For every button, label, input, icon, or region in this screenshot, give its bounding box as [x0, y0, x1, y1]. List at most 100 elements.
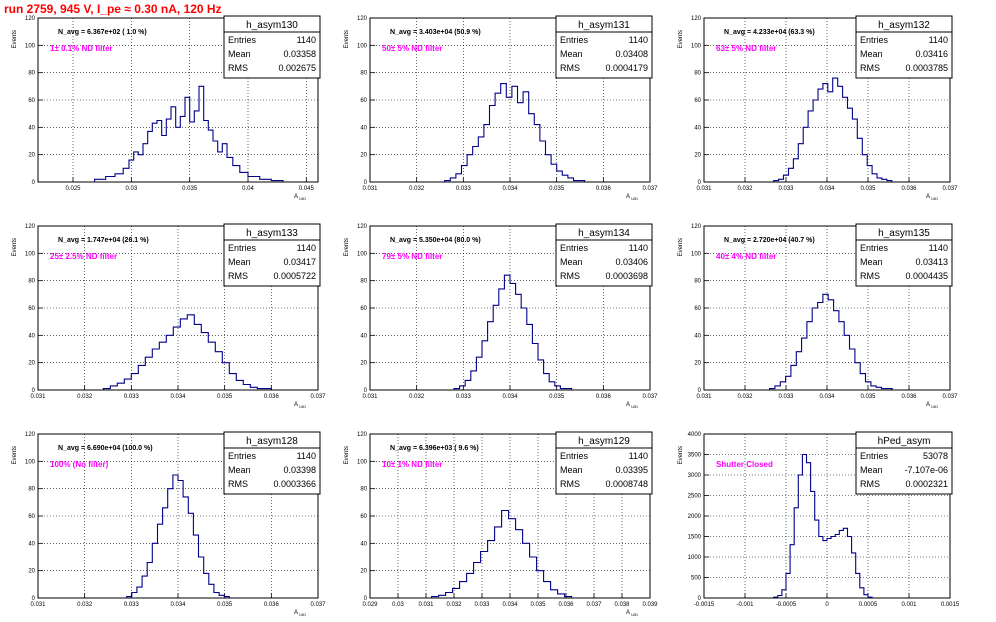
- filter-note: 100% (No filter): [50, 460, 109, 469]
- y-axis-label: Events: [12, 238, 18, 256]
- x-tick-label: 0.031: [362, 186, 378, 192]
- x-axis-label-main: A: [626, 402, 630, 408]
- x-tick-label: 0.037: [310, 394, 326, 400]
- stat-value: 0.03408: [615, 49, 648, 59]
- x-tick-label: 0.033: [778, 186, 794, 192]
- y-tick-label: 40: [28, 333, 35, 339]
- x-axis-label-main: A: [626, 194, 630, 200]
- y-tick-label: 60: [28, 98, 35, 104]
- run-title: run 2759, 945 V, I_pe ≈ 0.30 nA, 120 Hz: [4, 2, 222, 16]
- stat-label: Entries: [228, 451, 257, 461]
- y-tick-label: 40: [694, 125, 701, 131]
- y-tick-label: 20: [360, 569, 367, 575]
- y-tick-label: 120: [691, 224, 702, 230]
- y-tick-label: 100: [357, 43, 368, 49]
- x-tick-label: 0.036: [596, 186, 612, 192]
- y-tick-label: 80: [28, 279, 35, 285]
- y-tick-label: 0: [698, 596, 702, 602]
- y-tick-label: 20: [360, 153, 367, 159]
- y-tick-label: 0: [32, 180, 36, 186]
- x-axis-label-sub: UID: [298, 196, 306, 201]
- stat-value: 0.0005722: [273, 271, 316, 281]
- y-axis-label: Events: [344, 446, 350, 464]
- stat-value: 0.0008748: [605, 479, 648, 489]
- x-tick-label: 0.033: [456, 394, 472, 400]
- histogram-line-h_asym134: [453, 274, 573, 390]
- y-tick-label: 0: [32, 596, 36, 602]
- y-tick-label: 80: [694, 279, 701, 285]
- x-tick-label: 0.037: [642, 394, 658, 400]
- x-tick-label: 0.036: [264, 394, 280, 400]
- y-tick-label: 20: [28, 569, 35, 575]
- y-tick-label: 40: [360, 333, 367, 339]
- stat-label: Entries: [860, 451, 889, 461]
- stat-value: 0.03406: [615, 257, 648, 267]
- x-tick-label: 0.037: [642, 186, 658, 192]
- histogram-line-h_asym130: [94, 85, 284, 182]
- stat-box: [855, 431, 953, 495]
- y-tick-label: 2500: [688, 494, 702, 500]
- y-tick-label: 1000: [688, 555, 702, 561]
- y-tick-label: 500: [691, 576, 702, 582]
- stat-box: [223, 431, 321, 495]
- x-tick-label: 0.035: [860, 394, 876, 400]
- filter-note: 10± 1% ND filter: [382, 460, 442, 469]
- x-axis-label-sub: UID: [930, 404, 938, 409]
- y-axis-label: Events: [344, 238, 350, 256]
- stat-label: Entries: [228, 35, 257, 45]
- navg-label: N_avg = 6.396e+03 ( 9.6 %): [390, 445, 479, 452]
- stat-value: 1140: [297, 243, 316, 253]
- x-axis-label: A UID: [294, 610, 306, 617]
- stat-value: 0.03416: [915, 49, 948, 59]
- y-tick-label: 120: [357, 16, 368, 22]
- histogram-line-h_asym131: [444, 83, 586, 182]
- x-tick-label: 0.034: [502, 186, 518, 192]
- stat-box: [223, 223, 321, 287]
- stat-value: 0.0004435: [905, 271, 948, 281]
- x-tick-label: 0.037: [942, 394, 958, 400]
- y-tick-label: 80: [360, 279, 367, 285]
- histogram-line-h_asym129: [431, 509, 573, 598]
- x-tick-label: 0.031: [418, 602, 434, 608]
- y-tick-label: 60: [360, 514, 367, 520]
- y-tick-label: 1500: [688, 535, 702, 541]
- x-axis-label-main: A: [294, 194, 298, 200]
- x-axis-label-main: A: [926, 402, 930, 408]
- stat-box: [555, 223, 653, 287]
- x-tick-label: 0.039: [642, 602, 658, 608]
- x-tick-label: 0.034: [170, 394, 186, 400]
- y-tick-label: 0: [698, 180, 702, 186]
- stat-label: RMS: [560, 479, 580, 489]
- y-tick-label: 0: [698, 388, 702, 394]
- y-axis-label: Events: [12, 446, 18, 464]
- x-tick-label: 0.037: [310, 602, 326, 608]
- x-tick-label: 0.032: [77, 602, 93, 608]
- filter-note: 1± 0.1% ND filter: [50, 44, 113, 53]
- stat-value: 0.03358: [283, 49, 316, 59]
- x-tick-label: 0.035: [182, 186, 198, 192]
- stat-label: Entries: [560, 35, 589, 45]
- x-tick-label: 0.036: [901, 394, 917, 400]
- stat-label: Entries: [860, 35, 889, 45]
- y-tick-label: 20: [694, 361, 701, 367]
- stat-box-title: h_asym131: [578, 20, 630, 31]
- x-axis-label-sub: UID: [298, 404, 306, 409]
- histogram-line-h_asym135: [769, 293, 893, 390]
- stat-box-title: h_asym135: [878, 228, 930, 239]
- stat-label: Mean: [860, 465, 883, 475]
- histogram-panel-h_asym134: 0.031 0.032 0.033 0.034 0.035 0.036 0.037 0 20 40…: [344, 223, 658, 409]
- y-tick-label: 0: [32, 388, 36, 394]
- x-axis-label-sub: UID: [630, 196, 638, 201]
- navg-label: N_avg = 6.367e+02 ( 1.0 %): [58, 29, 147, 36]
- x-tick-label: 0.034: [819, 186, 835, 192]
- navg-label: N_avg = 3.403e+04 (50.9 %): [390, 29, 481, 36]
- histogram-panel-h_asym129: 0.029 0.03 0.031 0.032 0.033 0.034 0.035 0.036 0…: [344, 431, 658, 617]
- x-axis-label-main: A: [926, 194, 930, 200]
- y-tick-label: 60: [694, 306, 701, 312]
- filter-note: 50± 5% ND filter: [382, 44, 442, 53]
- x-tick-label: 0.03: [125, 186, 137, 192]
- stat-value: 1140: [297, 35, 316, 45]
- x-axis-label: A UID: [626, 610, 638, 617]
- y-tick-label: 100: [25, 43, 36, 49]
- x-tick-label: 0.029: [362, 602, 378, 608]
